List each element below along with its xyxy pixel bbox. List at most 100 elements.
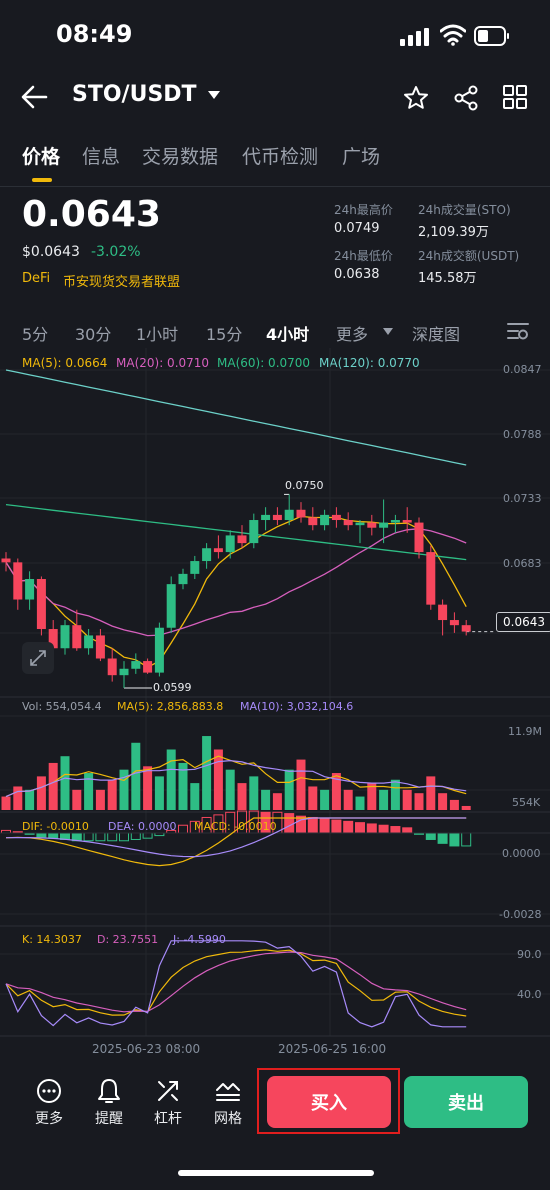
candle-body <box>367 522 377 528</box>
status-time: 08:49 <box>56 20 133 48</box>
volume-bar <box>225 769 235 810</box>
time-axis-label: 2025-06-23 08:00 <box>92 1042 201 1056</box>
volume-ma5-line <box>5 755 467 798</box>
fullscreen-button[interactable] <box>22 642 54 674</box>
candle-body <box>379 522 389 528</box>
candle-body <box>190 561 200 574</box>
kdj-axis-label: 90.0 <box>517 948 542 961</box>
sell-button[interactable]: 卖出 <box>404 1076 528 1128</box>
volume-bar <box>390 779 400 810</box>
volume-ma10-line <box>5 759 467 798</box>
tab-token-check[interactable]: 代币检测 <box>242 146 319 168</box>
volume-bar <box>36 776 46 810</box>
category-tag[interactable]: 币安现货交易者联盟 <box>63 275 181 290</box>
macd-histogram-bar <box>331 819 342 834</box>
volume-axis-label: 554K <box>512 796 541 809</box>
volume-bar <box>166 749 176 810</box>
volume-bar <box>284 769 294 810</box>
candlestick-chart[interactable] <box>0 348 550 1060</box>
ma20-legend: MA(20): 0.0710 <box>116 356 210 370</box>
volume-bar <box>308 786 318 810</box>
back-arrow-icon[interactable] <box>20 84 50 110</box>
volume-bar <box>107 779 117 810</box>
share-icon[interactable] <box>452 84 480 112</box>
interval-more[interactable]: 更多 <box>336 325 369 344</box>
candle-body <box>60 625 70 649</box>
layout-grid-icon[interactable] <box>502 84 528 110</box>
tab-price[interactable]: 价格 <box>22 146 61 168</box>
candle-body <box>84 635 94 649</box>
volume-bar <box>25 789 35 810</box>
bell-icon <box>98 1079 120 1103</box>
favorite-star-icon[interactable] <box>402 84 430 112</box>
macd-histogram-bar <box>95 832 106 842</box>
volume-bar <box>261 789 271 810</box>
macd-histogram-bar <box>343 820 354 834</box>
stat-value: 0.0638 <box>334 267 380 282</box>
macd-histogram-bar <box>378 824 389 834</box>
chevron-down-icon[interactable] <box>382 326 394 336</box>
volume-bar <box>320 789 330 810</box>
trading-pair-title[interactable]: STO/USDT <box>72 82 197 107</box>
candle-body <box>402 520 412 523</box>
volume-bar <box>414 793 424 810</box>
macd-axis-label: -0.0028 <box>499 908 542 921</box>
candle-body <box>48 629 58 649</box>
expand-icon <box>30 650 46 666</box>
volume-bar <box>60 756 70 810</box>
candle-body <box>461 625 471 632</box>
ma20-line <box>5 528 467 637</box>
leverage-button[interactable] <box>153 1076 185 1130</box>
kdj-j-line <box>5 940 467 1028</box>
buy-highlight-outline <box>257 1068 400 1134</box>
more-label[interactable]: 更多 <box>35 1111 63 1127</box>
stat-value: 0.0749 <box>334 221 380 236</box>
more-button[interactable] <box>34 1076 66 1130</box>
grid-trading-button[interactable] <box>213 1076 245 1130</box>
price-axis-label: 0.0683 <box>503 557 542 570</box>
tab-trading-data[interactable]: 交易数据 <box>142 146 219 168</box>
more-dots-icon <box>37 1079 61 1103</box>
candle-body <box>143 661 153 673</box>
kdj-k-legend: K: 14.3037 <box>22 933 82 946</box>
home-indicator <box>178 1170 374 1176</box>
grid-trading-icon <box>216 1083 240 1101</box>
chart-settings-icon[interactable] <box>506 320 530 342</box>
interval-5m[interactable]: 5分 <box>22 325 49 344</box>
alert-button[interactable] <box>94 1076 126 1130</box>
candle-body <box>72 625 82 649</box>
volume-bar <box>84 773 94 810</box>
interval-15m[interactable]: 15分 <box>206 325 243 344</box>
interval-1h[interactable]: 1小时 <box>136 325 179 344</box>
interval-4h[interactable]: 4小时 <box>266 325 310 344</box>
stat-label: 24h成交量(STO) <box>418 203 511 217</box>
macd-histogram-bar <box>449 832 460 847</box>
stat-label: 24h最高价 <box>334 203 393 217</box>
volume-bar <box>13 786 23 810</box>
macd-histogram-bar <box>366 823 377 834</box>
price-usd: $0.0643 <box>22 244 80 260</box>
candle-body <box>95 635 105 659</box>
ma60-legend: MA(60): 0.0700 <box>217 356 311 370</box>
chevron-down-icon[interactable] <box>206 88 222 102</box>
grid-trading-label[interactable]: 网格 <box>214 1111 242 1127</box>
interval-30m[interactable]: 30分 <box>75 325 112 344</box>
macd-histogram-bar <box>402 827 413 834</box>
tab-square[interactable]: 广场 <box>342 146 381 168</box>
macd-histogram-bar <box>355 822 365 834</box>
ma5-legend: MA(5): 0.0664 <box>22 356 108 370</box>
tab-info[interactable]: 信息 <box>82 146 121 168</box>
leverage-label[interactable]: 杠杆 <box>154 1111 182 1127</box>
alert-label[interactable]: 提醒 <box>95 1111 123 1127</box>
volume-bar <box>213 749 223 810</box>
buy-button[interactable]: 买入 <box>267 1076 391 1128</box>
candle-body <box>272 514 282 521</box>
volume-bar <box>48 762 58 810</box>
time-axis-label: 2025-06-25 16:00 <box>278 1042 387 1056</box>
macd-dea-legend: DEA: 0.0000 <box>108 820 177 833</box>
macd-dif-legend: DIF: -0.0010 <box>22 820 89 833</box>
volume-bar <box>119 769 129 810</box>
candle-body <box>237 535 247 544</box>
category-tag[interactable]: DeFi <box>22 271 51 286</box>
depth-chart-tab[interactable]: 深度图 <box>412 325 461 344</box>
